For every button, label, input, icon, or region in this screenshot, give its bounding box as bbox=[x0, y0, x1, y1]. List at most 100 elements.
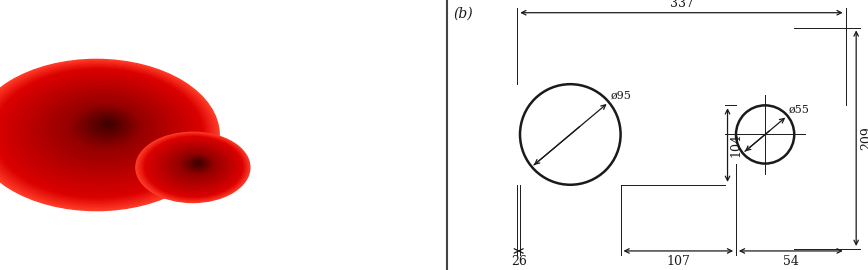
Circle shape bbox=[164, 146, 227, 185]
Circle shape bbox=[21, 82, 181, 180]
Circle shape bbox=[91, 115, 123, 135]
Circle shape bbox=[184, 156, 211, 172]
Circle shape bbox=[179, 153, 214, 176]
Circle shape bbox=[48, 95, 159, 163]
Text: ø55: ø55 bbox=[788, 105, 809, 115]
Circle shape bbox=[145, 137, 242, 197]
Circle shape bbox=[59, 100, 149, 156]
Circle shape bbox=[95, 117, 120, 132]
Circle shape bbox=[70, 106, 140, 148]
Circle shape bbox=[144, 136, 243, 197]
Circle shape bbox=[157, 143, 233, 189]
Circle shape bbox=[198, 162, 200, 164]
Circle shape bbox=[139, 134, 247, 201]
Circle shape bbox=[194, 160, 203, 166]
Circle shape bbox=[170, 149, 221, 181]
Circle shape bbox=[19, 81, 182, 182]
Circle shape bbox=[1, 72, 197, 193]
Text: 54: 54 bbox=[783, 255, 799, 268]
Text: 104: 104 bbox=[730, 133, 743, 157]
Circle shape bbox=[0, 66, 208, 202]
Circle shape bbox=[174, 151, 219, 179]
Circle shape bbox=[75, 107, 136, 145]
Circle shape bbox=[162, 145, 228, 186]
Circle shape bbox=[155, 142, 233, 190]
Circle shape bbox=[168, 148, 223, 182]
Circle shape bbox=[102, 120, 115, 128]
Circle shape bbox=[186, 157, 209, 171]
Circle shape bbox=[86, 113, 127, 138]
Circle shape bbox=[52, 97, 155, 160]
Circle shape bbox=[141, 135, 246, 199]
Circle shape bbox=[41, 92, 164, 167]
Text: 337: 337 bbox=[669, 0, 694, 9]
Circle shape bbox=[136, 132, 250, 202]
Circle shape bbox=[82, 111, 131, 141]
Circle shape bbox=[180, 154, 214, 175]
Circle shape bbox=[46, 94, 161, 164]
Circle shape bbox=[0, 68, 205, 199]
Circle shape bbox=[183, 155, 212, 173]
Circle shape bbox=[3, 73, 195, 192]
Circle shape bbox=[10, 76, 190, 187]
Circle shape bbox=[35, 88, 169, 171]
Circle shape bbox=[16, 80, 184, 183]
Circle shape bbox=[80, 110, 133, 143]
Circle shape bbox=[89, 114, 125, 137]
Circle shape bbox=[168, 148, 224, 183]
Circle shape bbox=[194, 161, 202, 166]
Circle shape bbox=[5, 75, 194, 190]
Circle shape bbox=[189, 158, 207, 169]
Circle shape bbox=[188, 158, 207, 170]
Circle shape bbox=[161, 144, 229, 187]
Circle shape bbox=[93, 116, 122, 134]
Circle shape bbox=[142, 135, 245, 198]
Circle shape bbox=[154, 141, 235, 191]
Circle shape bbox=[196, 162, 201, 164]
Circle shape bbox=[175, 152, 217, 177]
Text: ø95: ø95 bbox=[611, 91, 632, 101]
Circle shape bbox=[147, 137, 241, 196]
Circle shape bbox=[166, 147, 225, 183]
Circle shape bbox=[160, 144, 230, 187]
Circle shape bbox=[0, 70, 201, 196]
Circle shape bbox=[57, 99, 151, 157]
Circle shape bbox=[69, 104, 141, 150]
Circle shape bbox=[182, 155, 213, 173]
Circle shape bbox=[193, 160, 204, 167]
Circle shape bbox=[190, 159, 206, 168]
Circle shape bbox=[140, 134, 247, 200]
Circle shape bbox=[191, 159, 205, 167]
Circle shape bbox=[150, 139, 238, 193]
Circle shape bbox=[100, 119, 116, 129]
Circle shape bbox=[30, 86, 173, 174]
Circle shape bbox=[104, 122, 112, 127]
Circle shape bbox=[73, 107, 138, 147]
Circle shape bbox=[55, 98, 153, 158]
Circle shape bbox=[138, 133, 248, 201]
Circle shape bbox=[32, 87, 171, 173]
Circle shape bbox=[143, 136, 244, 198]
Circle shape bbox=[148, 138, 240, 195]
Circle shape bbox=[171, 150, 220, 180]
Circle shape bbox=[195, 161, 201, 165]
Circle shape bbox=[155, 141, 234, 191]
Circle shape bbox=[36, 89, 168, 170]
Circle shape bbox=[163, 146, 227, 185]
Circle shape bbox=[0, 59, 219, 211]
Circle shape bbox=[153, 140, 236, 192]
Text: (b): (b) bbox=[454, 6, 473, 20]
Circle shape bbox=[14, 79, 186, 184]
Text: 107: 107 bbox=[667, 255, 690, 268]
Circle shape bbox=[66, 103, 144, 151]
Circle shape bbox=[0, 69, 202, 198]
Circle shape bbox=[43, 93, 162, 166]
Circle shape bbox=[39, 90, 166, 168]
Circle shape bbox=[176, 152, 216, 177]
Circle shape bbox=[152, 140, 237, 193]
Circle shape bbox=[107, 123, 110, 125]
Circle shape bbox=[185, 156, 210, 171]
Circle shape bbox=[0, 62, 215, 208]
Circle shape bbox=[173, 150, 220, 179]
Circle shape bbox=[0, 64, 212, 205]
